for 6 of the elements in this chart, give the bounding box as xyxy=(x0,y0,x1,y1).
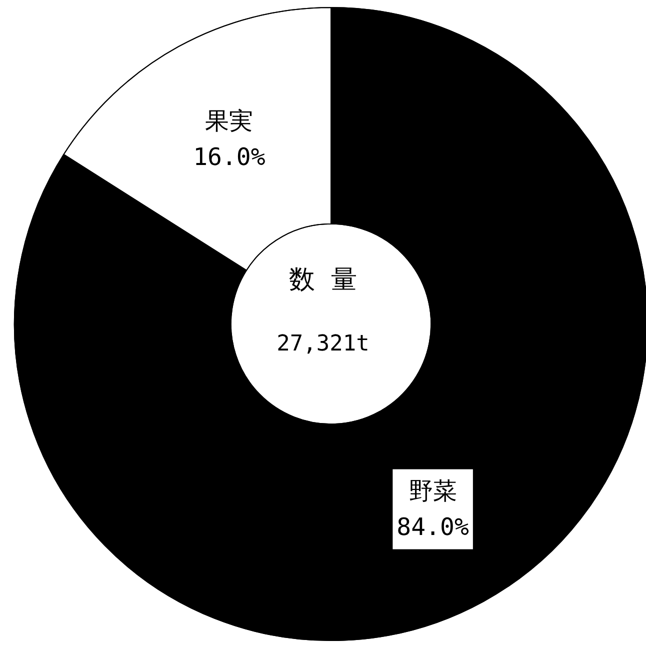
text: 数 量 xyxy=(289,265,357,295)
text: 27,321t xyxy=(276,332,370,356)
slice-label: 果実 xyxy=(205,106,254,135)
data-label: 84.0% xyxy=(396,513,470,542)
slice-label: 野菜 xyxy=(408,477,457,506)
data-label: 16.0% xyxy=(193,142,266,171)
